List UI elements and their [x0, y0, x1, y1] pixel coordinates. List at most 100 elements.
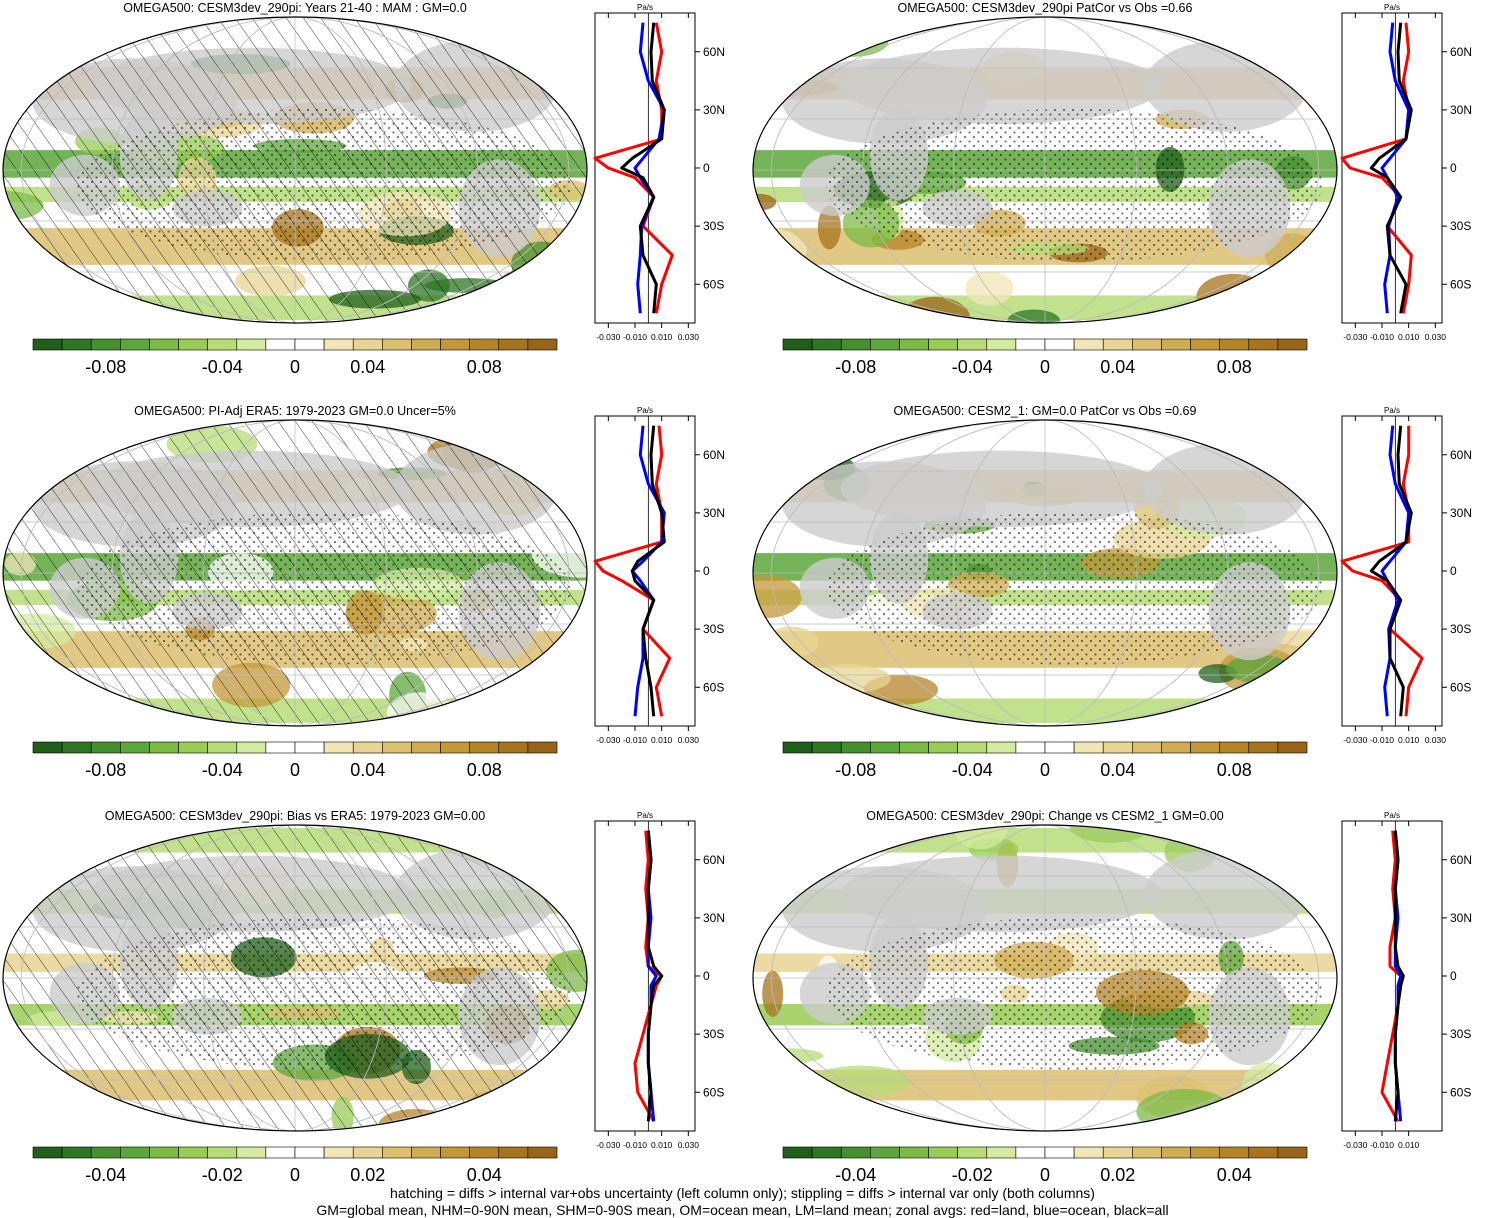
- zonal-series-line: [1340, 425, 1424, 717]
- graticule-lon: [862, 420, 1228, 726]
- colorbar-label: 0.08: [1217, 357, 1252, 377]
- colorbar-cell: [928, 338, 958, 351]
- field-blob: [3, 1064, 40, 1101]
- lat-label: 30N: [1450, 911, 1472, 925]
- graticule-lon: [203, 17, 387, 323]
- colorbar-cell: [1073, 1146, 1104, 1159]
- stippling: [825, 511, 1323, 665]
- colorbar-cell: [61, 338, 92, 351]
- colorbar-label: -0.08: [85, 357, 126, 377]
- colorbar-cell: [236, 1146, 267, 1159]
- field-blob: [760, 51, 789, 67]
- field-blob: [753, 420, 829, 428]
- colorbar-cell: [294, 338, 325, 351]
- colorbar-cell: [782, 1146, 813, 1159]
- field-blob: [514, 420, 567, 427]
- colorbar-cell: [870, 741, 900, 754]
- colorbar-cell: [811, 741, 842, 754]
- land-mask: [840, 47, 1162, 125]
- lat-label: 30S: [1450, 622, 1471, 636]
- zonal-series-line: [646, 830, 664, 1122]
- colorbar-cell: [527, 338, 558, 351]
- colorbar-cell: [1190, 741, 1220, 754]
- lat-label: 0: [1450, 969, 1457, 983]
- lat-label: 0: [703, 564, 710, 578]
- colorbar-cell: [527, 741, 558, 754]
- colorbar-label: -0.04: [952, 357, 993, 377]
- colorbar-cell: [840, 338, 871, 351]
- colorbar-cell: [1044, 338, 1075, 351]
- zonal-mean-plot: Pa/s 60N 30N 0 30S 60S -0.030 -0.010 0.010 0.030: [1340, 3, 1472, 342]
- lat-label: 30N: [703, 911, 725, 925]
- field-blob: [531, 676, 574, 696]
- zonal-unit: Pa/s: [637, 3, 653, 12]
- colorbar-label: 0.08: [467, 760, 502, 780]
- colorbar-cell: [1248, 741, 1279, 754]
- land-mask: [840, 450, 1162, 528]
- colorbar-cell: [32, 741, 63, 754]
- colorbar-cell: [1102, 741, 1133, 754]
- field-blob: [965, 271, 1014, 306]
- graticule-lon: [770, 825, 1320, 1131]
- graticule-lon: [770, 17, 1320, 323]
- x-tick-label: 0.010: [1398, 735, 1420, 745]
- x-tick-label: 0.030: [1425, 735, 1447, 745]
- graticule-lon: [112, 420, 478, 726]
- lat-label: 30N: [1450, 103, 1472, 117]
- lat-label: 30N: [703, 103, 725, 117]
- colorbar-cell: [265, 741, 296, 754]
- x-tick-label: 0.010: [651, 1140, 673, 1150]
- zonal-series-line: [593, 22, 674, 314]
- colorbar-cell: [382, 741, 412, 754]
- zonal-unit: Pa/s: [1384, 811, 1400, 820]
- map-outline: [752, 16, 1338, 324]
- colorbar-cell: [294, 741, 325, 754]
- colorbar-cell: [294, 1146, 325, 1159]
- footer-line-1: hatching = diffs > internal var+obs unce…: [390, 1185, 1095, 1201]
- colorbar-cell: [207, 1146, 238, 1159]
- field-blob: [753, 193, 777, 211]
- colorbar-label: -0.04: [952, 760, 993, 780]
- panel-p5: OMEGA500: CESM3dev_290pi: Bias vs ERA5: …: [2, 809, 725, 1185]
- x-tick-label: -0.010: [1370, 332, 1394, 342]
- x-tick-label: 0.030: [678, 735, 700, 745]
- x-tick-label: 0.010: [651, 735, 673, 745]
- field-blob: [532, 652, 587, 678]
- graticule-lon: [112, 17, 478, 323]
- zonal-series-line: [593, 425, 672, 717]
- zonal-unit: Pa/s: [637, 406, 653, 415]
- colorbar-cell: [1277, 741, 1308, 754]
- map-field: [3, 420, 587, 726]
- colorbar-cell: [1219, 338, 1250, 351]
- field-blob: [753, 227, 807, 273]
- panel-title: OMEGA500: CESM2_1: GM=0.0 PatCor vs Obs …: [894, 404, 1197, 418]
- colorbar-cell: [957, 741, 988, 754]
- graticule-lon: [20, 825, 570, 1131]
- panel-p4: OMEGA500: CESM2_1: GM=0.0 PatCor vs Obs …: [752, 404, 1472, 780]
- panel-title: OMEGA500: PI-Adj ERA5: 1979-2023 GM=0.0 …: [134, 404, 456, 418]
- x-tick-label: 0.010: [651, 332, 673, 342]
- graticule-lon: [953, 420, 1137, 726]
- x-tick-label: -0.010: [623, 735, 647, 745]
- colorbar-cell: [1161, 338, 1191, 351]
- colorbar-cell: [498, 741, 529, 754]
- lat-label: 60N: [703, 45, 725, 59]
- colorbar-cell: [1073, 338, 1104, 351]
- field-blob: [790, 832, 820, 853]
- colorbar-label: -0.04: [202, 760, 243, 780]
- colorbar-cell: [811, 338, 842, 351]
- lat-label: 60N: [1450, 448, 1472, 462]
- zonal-series-line: [633, 22, 666, 314]
- colorbar-cell: [498, 1146, 529, 1159]
- colorbar-cell: [149, 741, 179, 754]
- colorbar-cell: [1102, 1146, 1133, 1159]
- colorbar-label: -0.02: [202, 1165, 243, 1185]
- graticule-lon: [770, 420, 1320, 726]
- colorbar-label: -0.08: [835, 357, 876, 377]
- colorbar-cell: [178, 338, 208, 351]
- colorbar-cell: [411, 338, 441, 351]
- field-blob: [817, 205, 841, 250]
- map-field: [3, 17, 587, 323]
- zonal-mean-plot: Pa/s 60N 30N 0 30S 60S -0.030 -0.010 0.010 0.030: [1340, 406, 1472, 745]
- colorbar-cell: [1161, 741, 1191, 754]
